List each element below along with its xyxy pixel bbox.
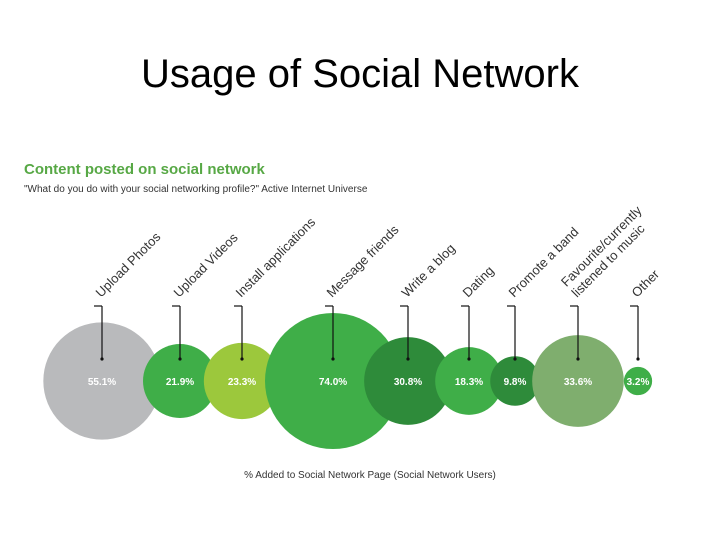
slide-title: Usage of Social Network — [141, 52, 579, 96]
bubble-4 — [265, 313, 401, 449]
category-label-5: Write a blog — [399, 241, 458, 300]
bubble-7 — [490, 356, 540, 406]
value-label-8: 33.6% — [564, 377, 592, 388]
category-label-2: Upload Videos — [171, 230, 242, 301]
bubble-8 — [532, 335, 624, 427]
category-label-4: Message friends — [324, 222, 402, 300]
bubble-group-9: 3.2% Other — [623, 266, 663, 396]
bubble-6 — [435, 347, 503, 415]
chart-x-axis-label: % Added to Social Network Page (Social N… — [244, 470, 496, 481]
leader-dot-1 — [100, 357, 104, 361]
chart-title: Content posted on social network — [24, 161, 265, 178]
bubble-5 — [364, 337, 452, 425]
bubble-2 — [143, 344, 217, 418]
value-label-6: 18.3% — [455, 377, 483, 388]
category-label-9: Other — [629, 266, 663, 300]
category-label-1: Upload Photos — [93, 229, 164, 300]
bubble-group-6: 18.3% Dating — [435, 263, 503, 415]
bubble-3 — [203, 342, 281, 420]
bubble-group-1: 55.1% Upload Photos — [43, 229, 164, 440]
leader-dot-3 — [240, 357, 244, 361]
leader-dot-6 — [467, 357, 471, 361]
value-label-2: 21.9% — [166, 377, 194, 388]
leader-dot-9 — [636, 357, 640, 361]
leader-dot-4 — [331, 357, 335, 361]
value-label-4: 74.0% — [319, 377, 347, 388]
value-label-1: 55.1% — [88, 377, 116, 388]
value-label-9: 3.2% — [627, 377, 650, 388]
value-label-3: 23.3% — [228, 377, 256, 388]
category-label-6: Dating — [460, 263, 497, 300]
leader-dot-8 — [576, 357, 580, 361]
bubble-9 — [623, 366, 653, 396]
bubble-1 — [43, 322, 161, 440]
category-label-3: Install applications — [233, 214, 319, 300]
leader-dot-7 — [513, 357, 517, 361]
leader-dot-2 — [178, 357, 182, 361]
leader-dot-5 — [406, 357, 410, 361]
value-label-5: 30.8% — [394, 377, 422, 388]
chart-subtitle: "What do you do with your social network… — [24, 184, 368, 195]
value-label-7: 9.8% — [504, 377, 527, 388]
